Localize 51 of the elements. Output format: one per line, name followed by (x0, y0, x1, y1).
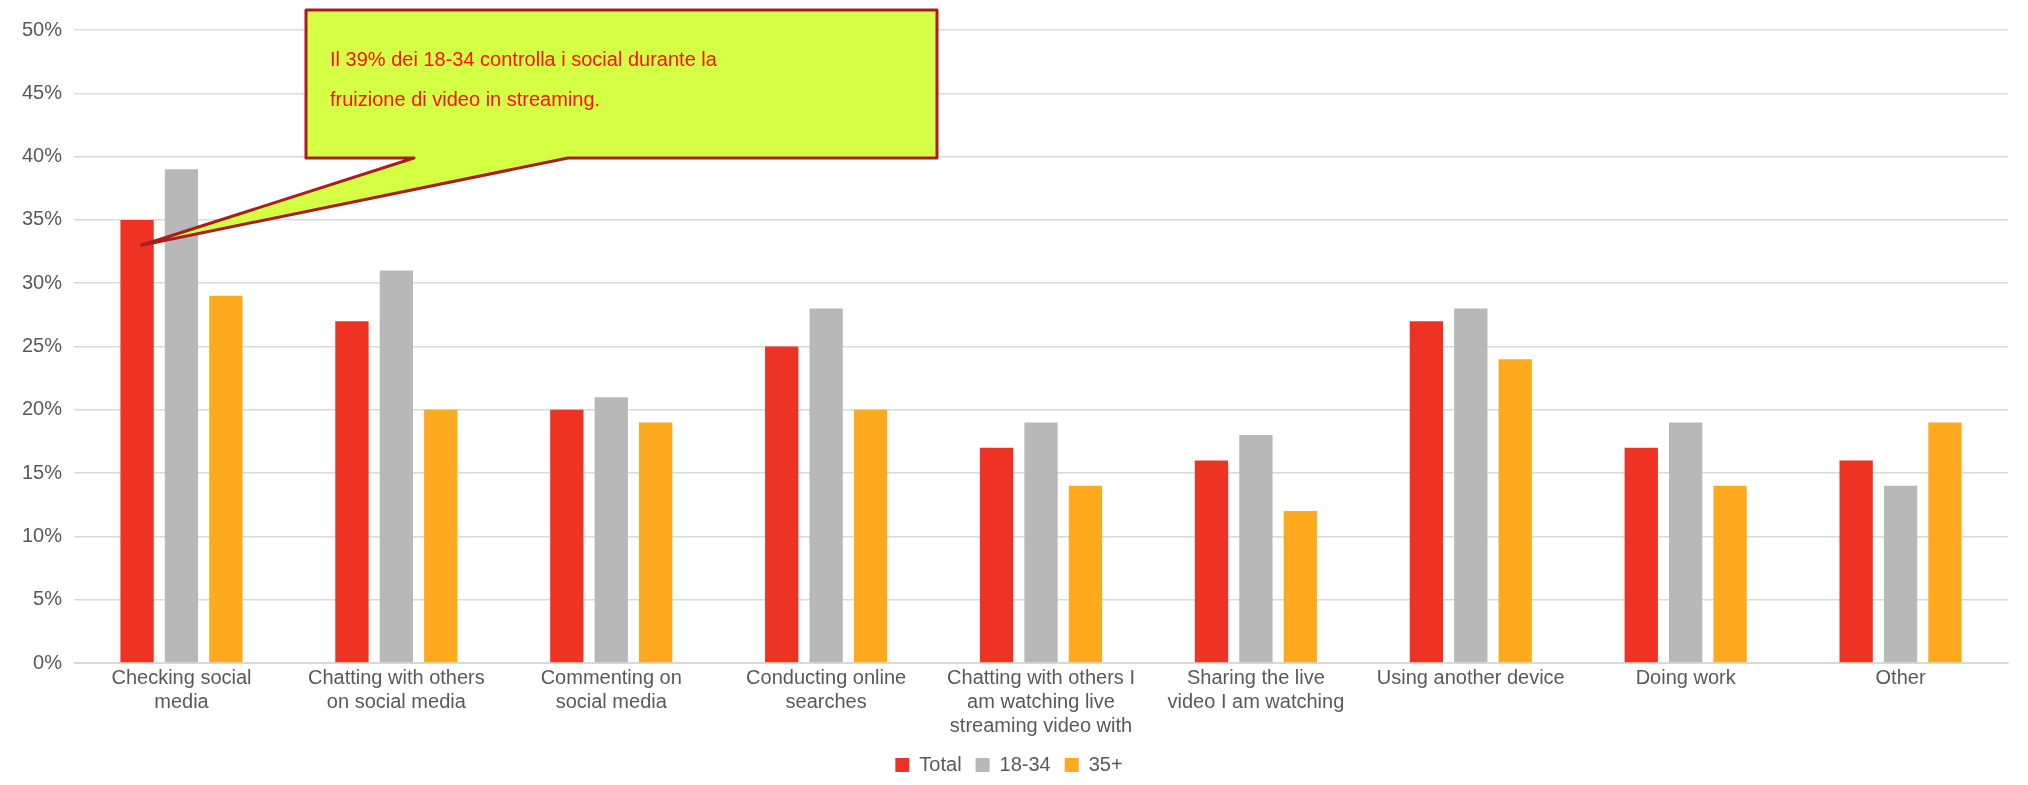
bar (1239, 435, 1273, 663)
y-tick-label: 45% (22, 80, 63, 103)
x-tick-label: Other (1875, 665, 1926, 688)
bar (1669, 422, 1703, 663)
legend-label: 35+ (1088, 752, 1123, 775)
bar (765, 346, 799, 663)
bar (1454, 308, 1488, 663)
y-tick-label: 10% (22, 523, 63, 546)
x-tick-label: Conducting online searches (746, 665, 907, 712)
bar (424, 409, 458, 663)
bar (1928, 422, 1962, 663)
bar (1283, 511, 1317, 663)
bar (853, 409, 888, 663)
bar (1068, 485, 1103, 663)
bar (1024, 422, 1058, 663)
y-tick-label: 5% (33, 587, 63, 610)
bar (1883, 485, 1918, 663)
bar (335, 321, 369, 663)
bar (120, 219, 154, 663)
bar (1713, 485, 1747, 663)
annotation: Il 39% dei 18-34 controlla i social durante la fruizione di video in streaming. (330, 47, 718, 110)
bar (1194, 460, 1229, 663)
bar (1624, 447, 1658, 663)
legend-label: 18-34 (999, 752, 1051, 775)
x-tick-label: Using another device (1376, 665, 1565, 688)
y-tick-label: 25% (22, 334, 63, 357)
x-tick-label: Chatting with others on social media (307, 665, 485, 712)
bar (809, 308, 843, 663)
bar (979, 447, 1014, 663)
x-tick-label: Commenting on social media (540, 665, 682, 712)
y-tick-label: 40% (22, 144, 63, 167)
bar (209, 295, 243, 663)
x-tick-label: Chatting with others I am watching live streaming video with (947, 665, 1135, 736)
y-tick-label: 30% (22, 270, 63, 293)
y-tick-label: 20% (22, 397, 63, 420)
bar (550, 409, 584, 663)
bar (1498, 359, 1532, 663)
bar (379, 270, 414, 663)
x-tick-label: Doing work (1635, 665, 1737, 688)
x-tick-label: Sharing the live video I am watching (1167, 665, 1345, 712)
y-tick-label: 50% (22, 17, 63, 40)
legend-label: Total (919, 752, 962, 775)
bar (1839, 460, 1873, 663)
bar (164, 169, 199, 663)
bar (594, 397, 628, 663)
y-tick-label: 0% (33, 650, 63, 673)
bar (639, 422, 673, 663)
y-tick-label: 35% (22, 207, 63, 230)
x-tick-label: Checking social media (111, 665, 252, 712)
bar (1409, 321, 1444, 663)
y-tick-label: 15% (22, 460, 63, 483)
